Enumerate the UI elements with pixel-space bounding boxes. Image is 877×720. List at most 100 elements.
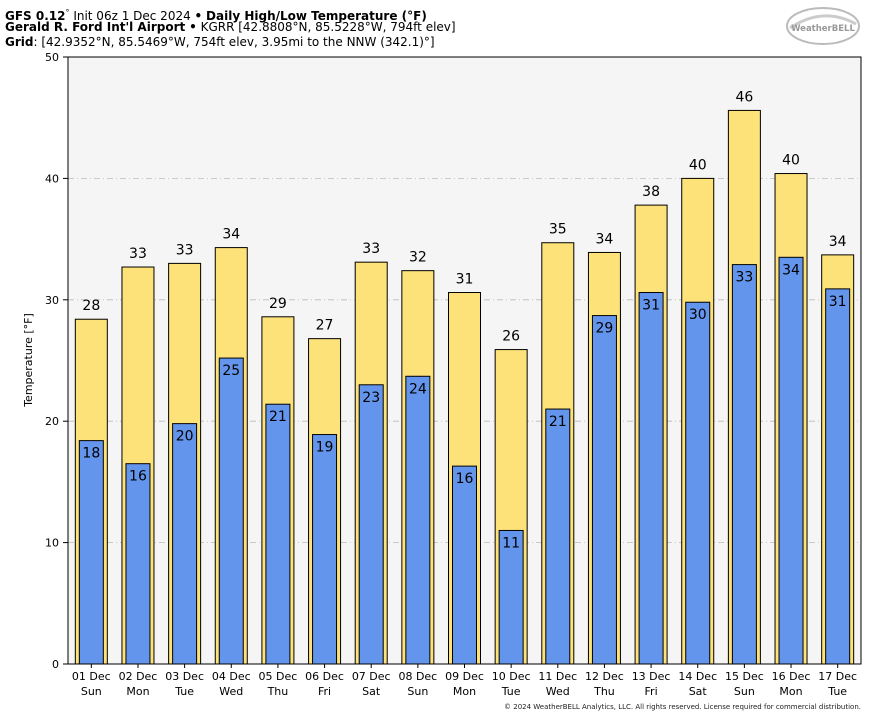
day-group: 31 16: [448, 272, 481, 665]
low-value-label: 16: [456, 471, 474, 487]
x-tick-label-day: Tue: [501, 685, 521, 698]
low-value-label: 24: [409, 381, 427, 397]
logo-ring: [786, 7, 860, 45]
y-tick-label: 40: [45, 172, 59, 185]
low-value-label: 31: [829, 294, 847, 310]
day-group: 34 31: [821, 234, 855, 665]
x-tick-label-date: 17 Dec: [818, 670, 857, 683]
low-bar: [452, 465, 477, 665]
high-value-label: 33: [129, 246, 147, 262]
y-tick-label: 0: [52, 658, 59, 671]
x-tick-label-date: 05 Dec: [259, 670, 298, 683]
y-tick-label: 20: [45, 415, 59, 428]
x-tick-label-day: Sat: [362, 685, 381, 698]
x-tick-label-day: Thu: [593, 685, 615, 698]
high-value-label: 32: [409, 250, 427, 266]
x-tick-label-date: 07 Dec: [352, 670, 391, 683]
x-tick-label-date: 06 Dec: [305, 670, 344, 683]
product-title: Daily High/Low Temperature (°F): [206, 9, 427, 23]
x-tick-label-day: Sun: [734, 685, 755, 698]
low-bar: [778, 256, 804, 665]
low-bar: [731, 264, 757, 665]
day-group: 40 34: [774, 153, 808, 665]
high-value-label: 40: [782, 153, 800, 169]
low-value-label: 11: [502, 535, 520, 551]
low-value-label: 19: [316, 440, 334, 456]
x-tick-label-day: Mon: [126, 685, 149, 698]
low-value-label: 23: [362, 390, 380, 406]
low-bar: [685, 301, 711, 665]
day-group: 33 23: [354, 241, 388, 665]
bars: 28 18 33 16 33 20 34 25 29 21 27 19 33 23 32 24 31 16 26 11…: [74, 89, 855, 665]
day-group: 29 21: [261, 296, 295, 665]
y-tick-label: 10: [45, 537, 59, 550]
header-line-1: GFS 0.12° Init 06z 1 Dec 2024 • Daily Hi…: [5, 8, 427, 23]
high-value-label: 46: [735, 89, 753, 105]
plot-frame: [67, 56, 862, 665]
x-tick-label-date: 10 Dec: [492, 670, 531, 683]
x-tick-label-date: 08 Dec: [398, 670, 437, 683]
y-tick-label: 30: [45, 294, 59, 307]
low-bar: [358, 384, 384, 665]
high-value-label: 27: [316, 318, 334, 334]
low-bar: [172, 423, 198, 665]
low-value-label: 18: [82, 446, 100, 462]
weatherbell-logo: WeatherBELL: [786, 7, 860, 45]
low-value-label: 33: [735, 270, 753, 286]
low-bar: [545, 408, 571, 665]
day-group: 34 29: [587, 231, 621, 665]
x-tick-label-date: 16 Dec: [772, 670, 811, 683]
high-value-label: 33: [362, 241, 380, 257]
x-tick-label-day: Tue: [174, 685, 194, 698]
x-tick-label-day: Fri: [318, 685, 331, 698]
low-bar: [265, 403, 291, 665]
header-line-2: Gerald R. Ford Int'l Airport • KGRR [42.…: [5, 20, 456, 34]
high-value-label: 28: [82, 298, 100, 314]
high-value-label: 38: [642, 184, 660, 200]
day-group: 33 16: [121, 246, 155, 665]
x-tick-label-date: 15 Dec: [725, 670, 764, 683]
low-bar: [78, 440, 104, 665]
day-group: 40 30: [681, 157, 715, 665]
low-value-label: 34: [782, 262, 800, 278]
x-tick-label-day: Sun: [81, 685, 102, 698]
header-line-3: Grid: [42.9352°N, 85.5469°W, 754ft elev,…: [5, 35, 435, 49]
x-tick-label-day: Mon: [453, 685, 476, 698]
model-name: GFS 0.12°: [5, 8, 70, 23]
x-tick-label-day: Tue: [827, 685, 847, 698]
low-value-label: 31: [642, 298, 660, 314]
grid-info: [42.9352°N, 85.5469°W, 754ft elev, 3.95m…: [41, 35, 435, 49]
axes: 0 10 20 30 40 50 01 Dec Sun 02 Dec Mon 03 Dec Tue 04…: [45, 51, 862, 698]
day-group: 34 25: [214, 227, 248, 665]
x-tick-label-day: Wed: [219, 685, 243, 698]
x-tick-label-day: Thu: [267, 685, 289, 698]
x-tick-label-date: 04 Dec: [212, 670, 251, 683]
x-tick-label-day: Sat: [689, 685, 708, 698]
low-value-label: 30: [689, 307, 707, 323]
low-bar: [825, 288, 851, 665]
high-value-label: 35: [549, 222, 567, 238]
logo-swoosh: [789, 14, 857, 30]
low-value-label: 21: [269, 409, 287, 425]
low-value-label: 29: [596, 321, 614, 337]
low-bar: [591, 315, 617, 665]
logo-text: WeatherBELL: [791, 24, 855, 34]
high-value-label: 26: [502, 329, 520, 345]
x-tick-label-date: 11 Dec: [538, 670, 577, 683]
high-value-label: 34: [222, 227, 240, 243]
low-bar: [405, 375, 431, 665]
grid-label: Grid: [5, 35, 34, 49]
x-tick-label-date: 13 Dec: [632, 670, 671, 683]
day-group: 35 21: [541, 222, 575, 665]
high-value-label: 40: [689, 157, 707, 173]
day-group: 27 19: [308, 318, 342, 665]
copyright-notice: © 2024 WeatherBELL Analytics, LLC. All r…: [504, 703, 861, 711]
low-bar: [638, 292, 664, 665]
low-value-label: 21: [549, 414, 567, 430]
high-value-label: 29: [269, 296, 287, 312]
high-value-label: 34: [829, 234, 847, 250]
x-tick-label-date: 03 Dec: [165, 670, 204, 683]
low-value-label: 25: [222, 363, 240, 379]
day-group: 32 24: [401, 250, 435, 665]
